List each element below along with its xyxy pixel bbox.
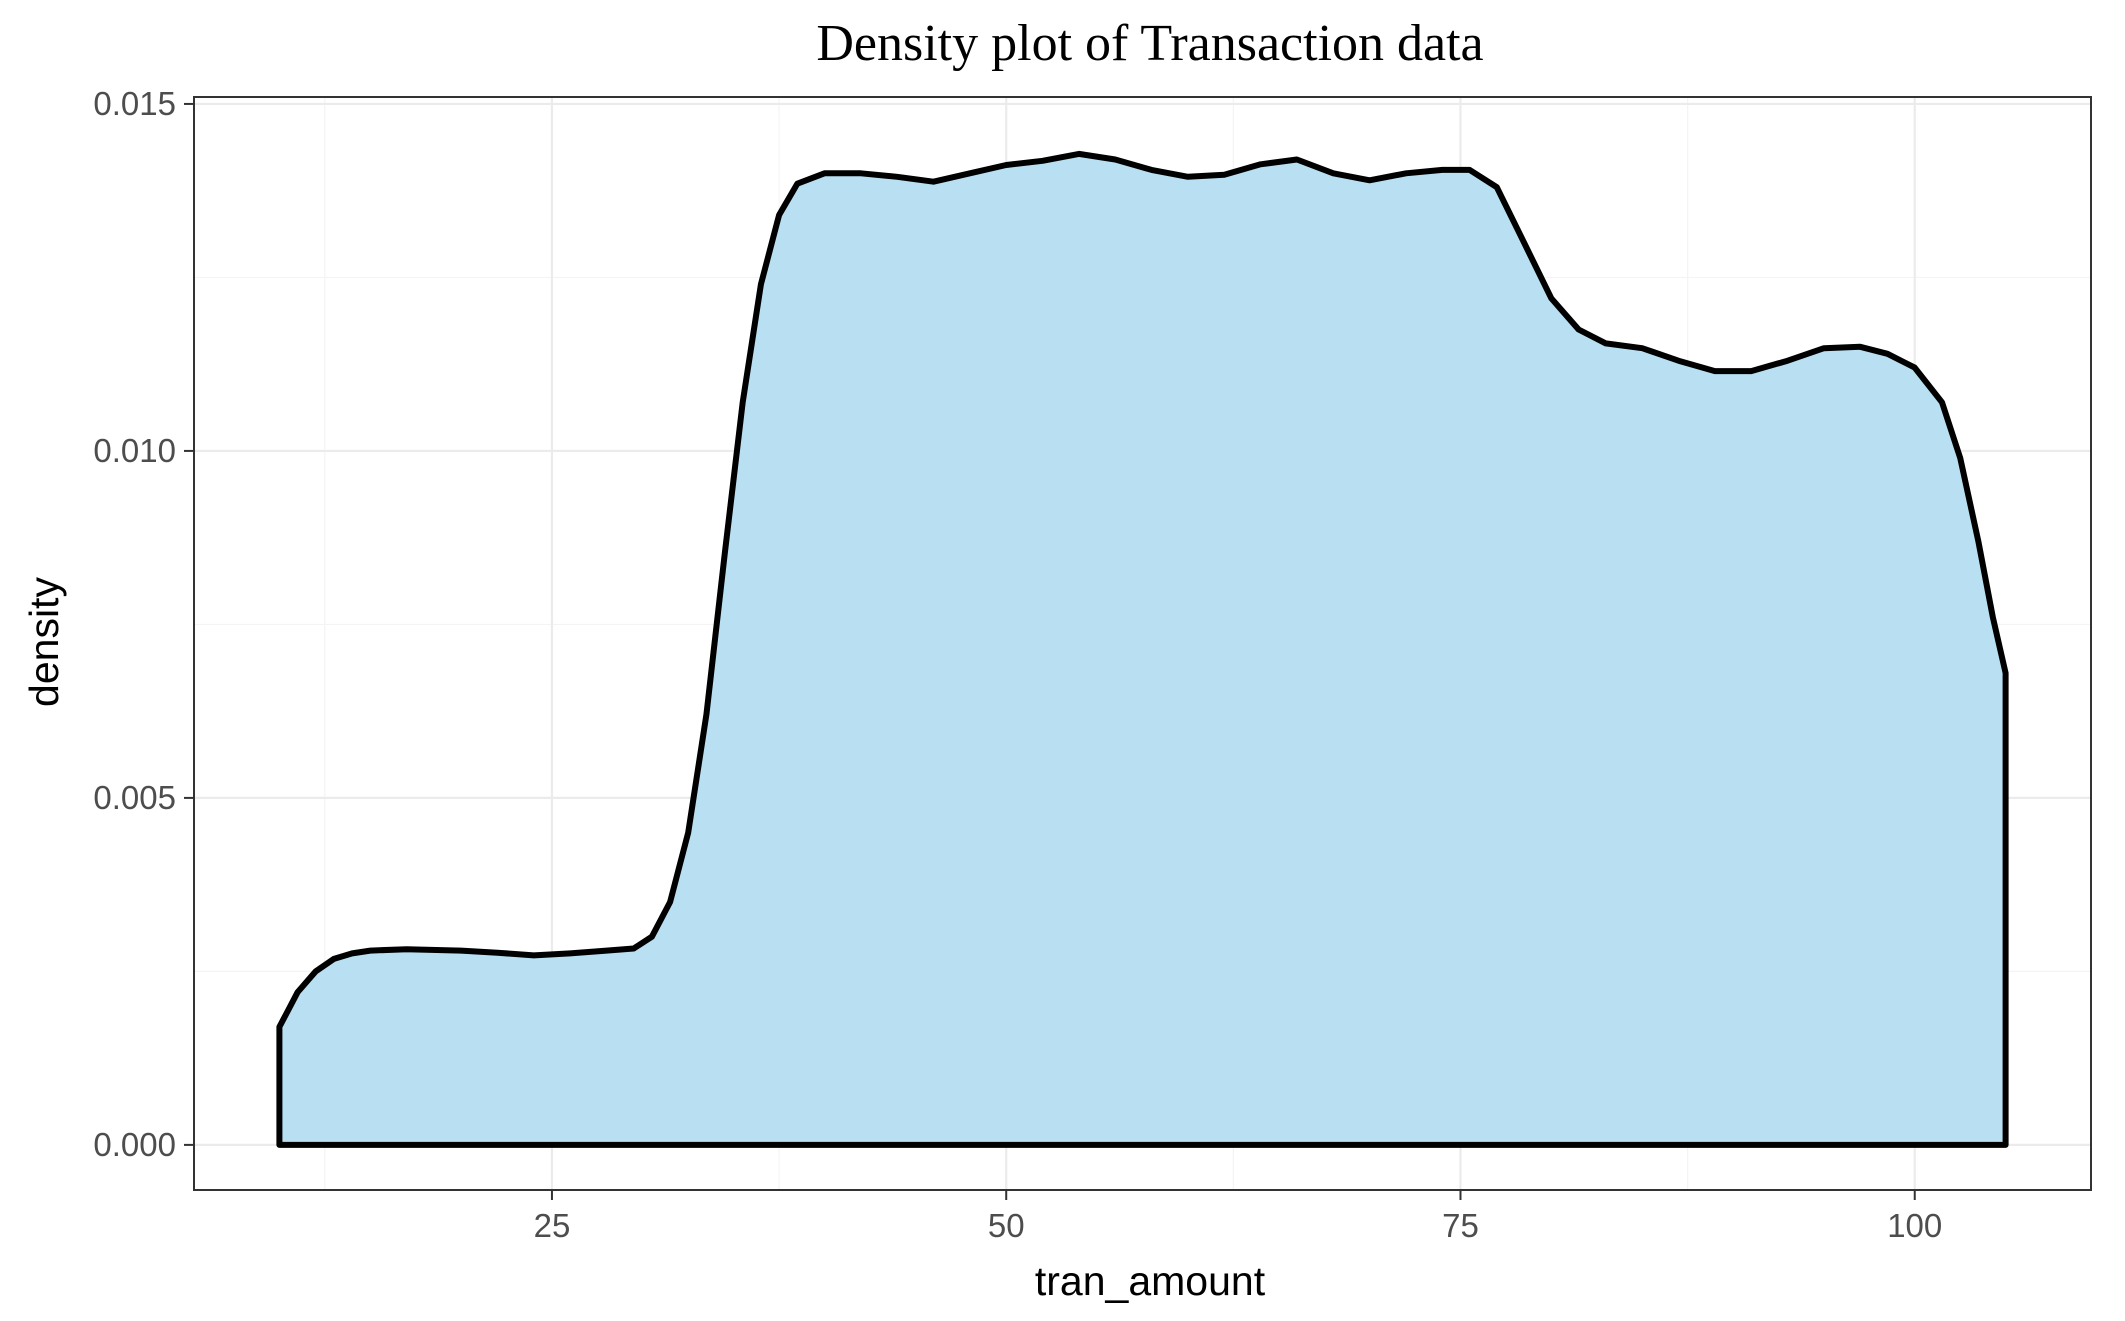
y-tick-label-1: 0.005 bbox=[93, 779, 176, 816]
x-tick-label-2: 75 bbox=[1442, 1207, 1479, 1244]
x-tick-label-1: 50 bbox=[988, 1207, 1025, 1244]
chart-title: Density plot of Transaction data bbox=[816, 15, 1483, 72]
y-tick-label-0: 0.000 bbox=[93, 1126, 176, 1163]
x-tick-label-3: 100 bbox=[1887, 1207, 1942, 1244]
panel-border bbox=[193, 96, 2092, 1191]
density-area bbox=[276, 150, 2009, 1148]
x-axis-title: tran_amount bbox=[1035, 1258, 1266, 1304]
plot-panel: 25 50 75 100 0.000 0.005 0.010 0.015 bbox=[93, 85, 2092, 1244]
y-tick-label-2: 0.010 bbox=[93, 432, 176, 469]
y-tick-label-3: 0.015 bbox=[93, 85, 176, 122]
y-axis-title: density bbox=[21, 577, 67, 707]
x-tick-label-0: 25 bbox=[534, 1207, 571, 1244]
